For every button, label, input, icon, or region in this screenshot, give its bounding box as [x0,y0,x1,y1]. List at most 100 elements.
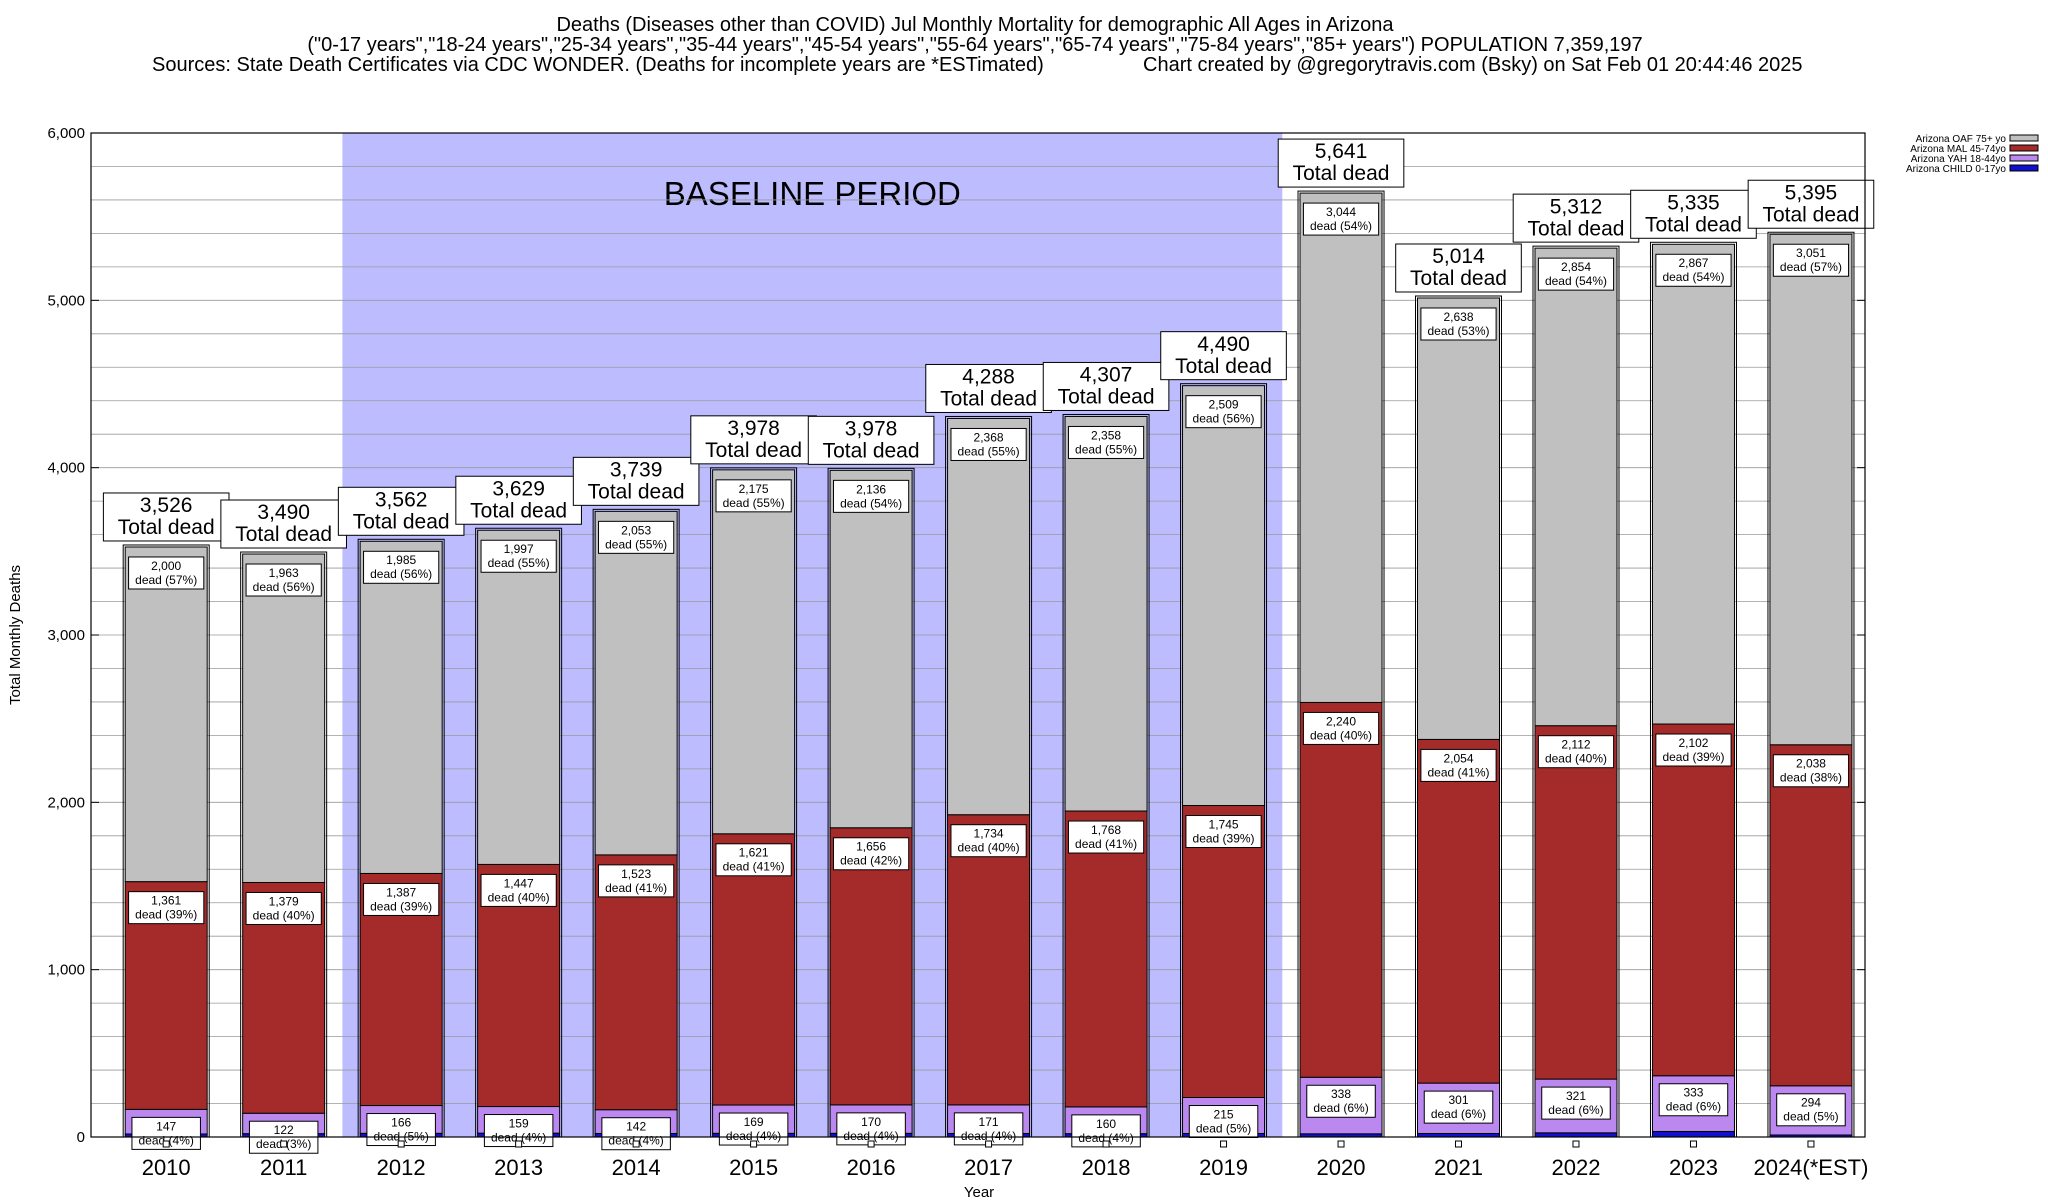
segment-label-text: 160 [1096,1117,1116,1131]
y-tick-label: 3,000 [47,627,85,644]
segment-label-box [715,479,792,513]
segment-label-text: 301 [1448,1093,1468,1107]
x-tick-label: 2014 [612,1155,661,1180]
bar-segment [1299,701,1383,1078]
total-label-box [1160,331,1287,381]
total-label-box [1042,361,1170,411]
segment-label-text: 2,112 [1561,738,1590,752]
segment-label-text: 338 [1331,1087,1351,1101]
total-label-text: 5,641 [1315,140,1368,163]
segment-label-text: 2,000 [151,559,181,573]
total-label-text: 3,526 [140,494,193,517]
total-label-text: Total dead [1645,213,1742,236]
segment-label-text: dead (5%) [1783,1110,1838,1124]
total-label-text: 4,288 [962,366,1015,389]
child-marker [515,1140,523,1148]
segment-label-box [1658,1083,1729,1117]
segment-label-text: dead (42%) [840,854,902,868]
segment-label-text: 2,038 [1796,757,1826,771]
x-tick-label: 2015 [729,1155,778,1180]
bar-segment [1534,247,1618,727]
segment-label-box [1185,815,1262,849]
total-label-box [1512,193,1640,243]
bar-segment [124,546,208,883]
bar-segment [594,510,678,856]
segment-label-text: 2,053 [621,523,651,537]
bar-segment [1064,810,1148,1108]
total-label-text: 5,395 [1785,181,1838,204]
segment-label-text: 142 [626,1120,646,1134]
total-label-text: Total dead [1410,267,1507,290]
segment-label-text: 1,997 [504,542,534,556]
segment-label-text: dead (39%) [370,899,432,913]
x-tick-label: 2024(*EST) [1753,1155,1868,1180]
bar-segment [1651,243,1735,725]
segment-label-text: dead (57%) [1780,260,1842,274]
segment-label-text: dead (54%) [840,496,902,510]
segment-label-text: 159 [509,1116,529,1130]
segment-label-text: 2,509 [1209,398,1239,412]
segment-label-text: 170 [861,1115,881,1129]
segment-label-text: dead (41%) [1075,837,1137,851]
child-marker [750,1140,758,1148]
total-label-text: 4,307 [1080,364,1133,387]
segment-label-text: 1,621 [739,846,769,860]
bar-segment [1182,385,1266,807]
segment-label-text: 3,051 [1796,246,1826,260]
y-tick-label: 0 [77,1129,85,1146]
child-marker [1807,1140,1815,1148]
child-marker [632,1140,640,1148]
segment-label-text: 2,175 [739,482,769,496]
x-tick-label: 2012 [377,1155,426,1180]
total-label-box [337,486,465,536]
segment-label-text: dead (54%) [1662,270,1724,284]
bar-segment [1651,723,1735,1077]
segment-label-box [832,837,910,871]
child-marker [1689,1140,1697,1148]
bar-segment [1417,738,1501,1084]
segment-label-text: dead (4%) [1078,1131,1133,1145]
segment-label-text: dead (40%) [253,908,315,922]
child-marker [397,1140,405,1148]
bar-segment [1299,192,1383,703]
child-marker [1102,1140,1110,1148]
total-label-text: Total dead [1528,217,1625,240]
x-axis-label: Year [964,1184,994,1200]
x-tick-label: 2011 [260,1155,307,1180]
segment-label-box [366,1113,436,1147]
segment-label-text: 1,985 [386,553,416,567]
bar-segment [1769,233,1853,746]
segment-label-text: dead (55%) [1075,442,1137,456]
total-label-text: Total dead [235,523,332,546]
total-label-box [102,492,230,542]
legend-label: Arizona OAF 75+ yo [1916,134,2007,145]
segment-label-text: dead (57%) [135,573,197,587]
segment-label-text: 2,136 [856,482,886,496]
bar-segment [947,814,1031,1106]
segment-label-box [480,873,557,907]
segment-label-text: 1,447 [504,876,534,890]
segment-label-box [950,824,1027,858]
segment-label-text: dead (41%) [723,860,785,874]
segment-label-text: dead (55%) [723,496,785,510]
segment-label-text: dead (56%) [370,567,432,581]
x-tick-label: 2020 [1317,1155,1366,1180]
